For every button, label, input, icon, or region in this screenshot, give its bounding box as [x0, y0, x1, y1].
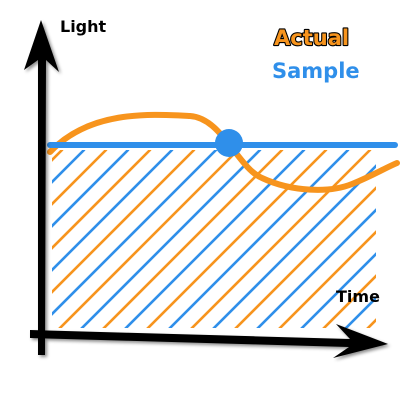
hatch-line [146, 150, 328, 328]
hatch-line [256, 208, 376, 328]
sampled-area-hatching [0, 150, 376, 350]
hatch-line [80, 150, 262, 328]
axes [24, 20, 388, 358]
hatch-line [0, 150, 40, 350]
y-axis-label: Light [60, 17, 107, 36]
hatch-line [102, 150, 284, 328]
x-axis-label: Time [336, 287, 380, 306]
actual-curve [47, 111, 400, 193]
sample-legend-label: Sample [272, 59, 360, 83]
sample-point [215, 129, 243, 157]
actual-legend-label: Actual [274, 26, 349, 50]
hatch-line [52, 150, 174, 272]
hatch-line [52, 150, 130, 228]
x-axis-arrow [30, 324, 388, 358]
hatch-line [234, 186, 376, 328]
hatch-line [58, 150, 240, 328]
hatch-line [300, 252, 376, 328]
hatch-line [52, 150, 196, 294]
hatch-line [52, 150, 152, 250]
hatch-line [278, 230, 376, 328]
hatch-line [168, 150, 350, 328]
hatch-line [52, 150, 108, 206]
y-axis-arrow [24, 20, 59, 355]
hatch-line [190, 150, 372, 328]
hatch-line [52, 150, 218, 316]
hatch-line [322, 274, 376, 328]
hatch-line [344, 296, 376, 328]
